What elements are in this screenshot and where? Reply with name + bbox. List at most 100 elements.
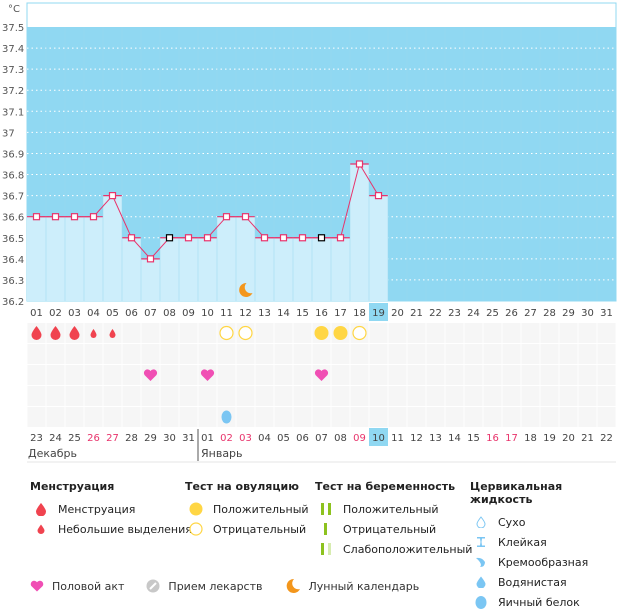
marker-cell (65, 386, 84, 406)
legend-item-preg-positive: Положительный (315, 499, 472, 519)
weak-lines-icon (315, 543, 337, 555)
cycle-day-label: 27 (524, 308, 537, 319)
marker-cell (350, 407, 369, 427)
marker-cell (255, 407, 274, 427)
calendar-date-label: 15 (467, 433, 480, 444)
calendar-date-label: 31 (182, 433, 195, 444)
cycle-day-label: 09 (182, 308, 195, 319)
calendar-date-label: 22 (600, 433, 613, 444)
cycle-day-label: 06 (125, 308, 138, 319)
marker-cell (445, 344, 464, 364)
temperature-point (51, 213, 60, 221)
marker-cell (141, 344, 160, 364)
marker-cell (312, 407, 331, 427)
cycle-day-label: 26 (505, 308, 518, 319)
marker-cell (521, 407, 540, 427)
marker-cell (502, 323, 521, 343)
marker-cell (521, 344, 540, 364)
cycle-day-label: 19 (372, 308, 385, 319)
legend-label: Небольшие выделения (58, 522, 192, 536)
marker-cell (597, 386, 616, 406)
marker-cell (293, 386, 312, 406)
marker-cell (312, 344, 331, 364)
calendar-date-label: 23 (30, 433, 43, 444)
moon-icon (285, 578, 301, 594)
empty-circle-icon (185, 522, 207, 536)
marker-cell (141, 323, 160, 343)
creamy-icon (470, 556, 492, 568)
marker-cell (350, 365, 369, 385)
marker-cell (331, 386, 350, 406)
marker-cell (559, 344, 578, 364)
marker-cell (559, 323, 578, 343)
marker-cell (179, 407, 198, 427)
marker-cell (160, 344, 179, 364)
marker-cell (407, 365, 426, 385)
temperature-bar (331, 237, 350, 301)
cycle-day-label: 11 (220, 308, 233, 319)
marker-cell (46, 365, 65, 385)
marker-cell (255, 323, 274, 343)
marker-cell (179, 323, 198, 343)
calendar-date-label: 12 (410, 433, 423, 444)
temperature-bar (236, 216, 255, 301)
cycle-day-label: 12 (239, 308, 252, 319)
cycle-day-label: 15 (296, 308, 309, 319)
menstruation-drop-icon (69, 326, 80, 340)
marker-cell (141, 407, 160, 427)
temperature-bar (27, 216, 46, 301)
calendar-date-label: 03 (239, 433, 252, 444)
marker-cell (369, 386, 388, 406)
marker-cell (578, 407, 597, 427)
marker-cell (84, 386, 103, 406)
marker-cell (502, 365, 521, 385)
marker-cell (483, 323, 502, 343)
marker-cell (426, 407, 445, 427)
cycle-day-label: 14 (277, 308, 290, 319)
temperature-point (127, 234, 136, 242)
y-tick-label: 36.3 (2, 276, 24, 287)
marker-cell (331, 407, 350, 427)
calendar-date-label: 18 (524, 433, 537, 444)
two-lines-icon (315, 503, 337, 515)
temperature-point (108, 192, 117, 200)
y-tick-label: 37.5 (2, 23, 24, 34)
heart-icon (30, 580, 44, 592)
legend-label: Яичный белок (498, 595, 580, 609)
month-label: Декабрь (28, 447, 77, 460)
temperature-bar (255, 237, 274, 301)
marker-cell (578, 365, 597, 385)
marker-cell (521, 386, 540, 406)
temperature-point (70, 213, 79, 221)
marker-cell (103, 344, 122, 364)
marker-cell (350, 386, 369, 406)
temperature-point (336, 234, 345, 242)
marker-cell (312, 386, 331, 406)
y-tick-label: 37 (2, 128, 15, 139)
cycle-day-label: 31 (600, 308, 613, 319)
cycle-day-label: 21 (410, 308, 423, 319)
marker-cell (597, 407, 616, 427)
marker-cell (502, 386, 521, 406)
temperature-bar (217, 216, 236, 301)
calendar-date-label: 08 (334, 433, 347, 444)
temperature-bar (312, 237, 331, 301)
marker-cell (464, 323, 483, 343)
calendar-date-label: 06 (296, 433, 309, 444)
temperature-bar (198, 237, 217, 301)
marker-cell (122, 365, 141, 385)
marker-cell (407, 386, 426, 406)
marker-cell (236, 365, 255, 385)
marker-cell (464, 407, 483, 427)
marker-cell (578, 344, 597, 364)
y-unit-label: °C (8, 4, 20, 15)
marker-cell (65, 344, 84, 364)
marker-cell (255, 386, 274, 406)
legend-item-creamy: Кремообразная (470, 552, 626, 572)
marker-cell (27, 344, 46, 364)
marker-cell (122, 323, 141, 343)
legend-item-preg-weak: Слабоположительный (315, 539, 472, 559)
marker-cell (236, 386, 255, 406)
calendar-date-label: 19 (543, 433, 556, 444)
marker-cell (236, 344, 255, 364)
